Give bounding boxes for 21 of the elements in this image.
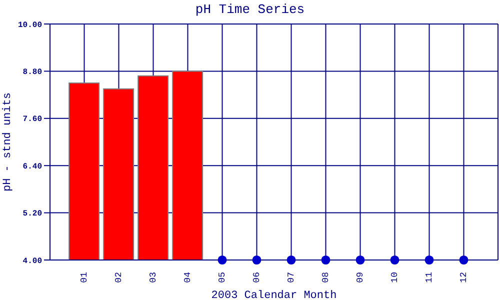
chart-title: pH Time Series	[194, 2, 306, 17]
x-tick-label: 09	[355, 272, 366, 283]
x-tick-label: 01	[79, 272, 90, 283]
x-tick-label: 02	[114, 272, 124, 283]
y-tick-label: 10.00	[18, 20, 42, 30]
x-tick-label: 12	[458, 272, 469, 283]
x-tick-label: 05	[217, 272, 228, 283]
x-tick-label: 03	[148, 272, 158, 283]
y-tick-label: 8.80	[22, 68, 42, 78]
x-axis-title: 2003 Calendar Month	[211, 290, 337, 300]
x-tick-label: 10	[390, 272, 400, 283]
y-tick-label: 4.00	[22, 256, 42, 266]
y-tick-label: 6.40	[22, 162, 42, 172]
y-tick-label: 7.60	[22, 115, 42, 124]
x-tick-label: 07	[286, 272, 296, 283]
x-tick-label: 11	[424, 272, 434, 283]
x-tick-label: 08	[320, 272, 331, 283]
y-tick-label: 5.20	[22, 210, 42, 219]
x-tick-label: 06	[252, 272, 262, 283]
y-axis-title: pH - stnd units	[2, 92, 14, 192]
x-tick-label: 04	[182, 272, 193, 283]
